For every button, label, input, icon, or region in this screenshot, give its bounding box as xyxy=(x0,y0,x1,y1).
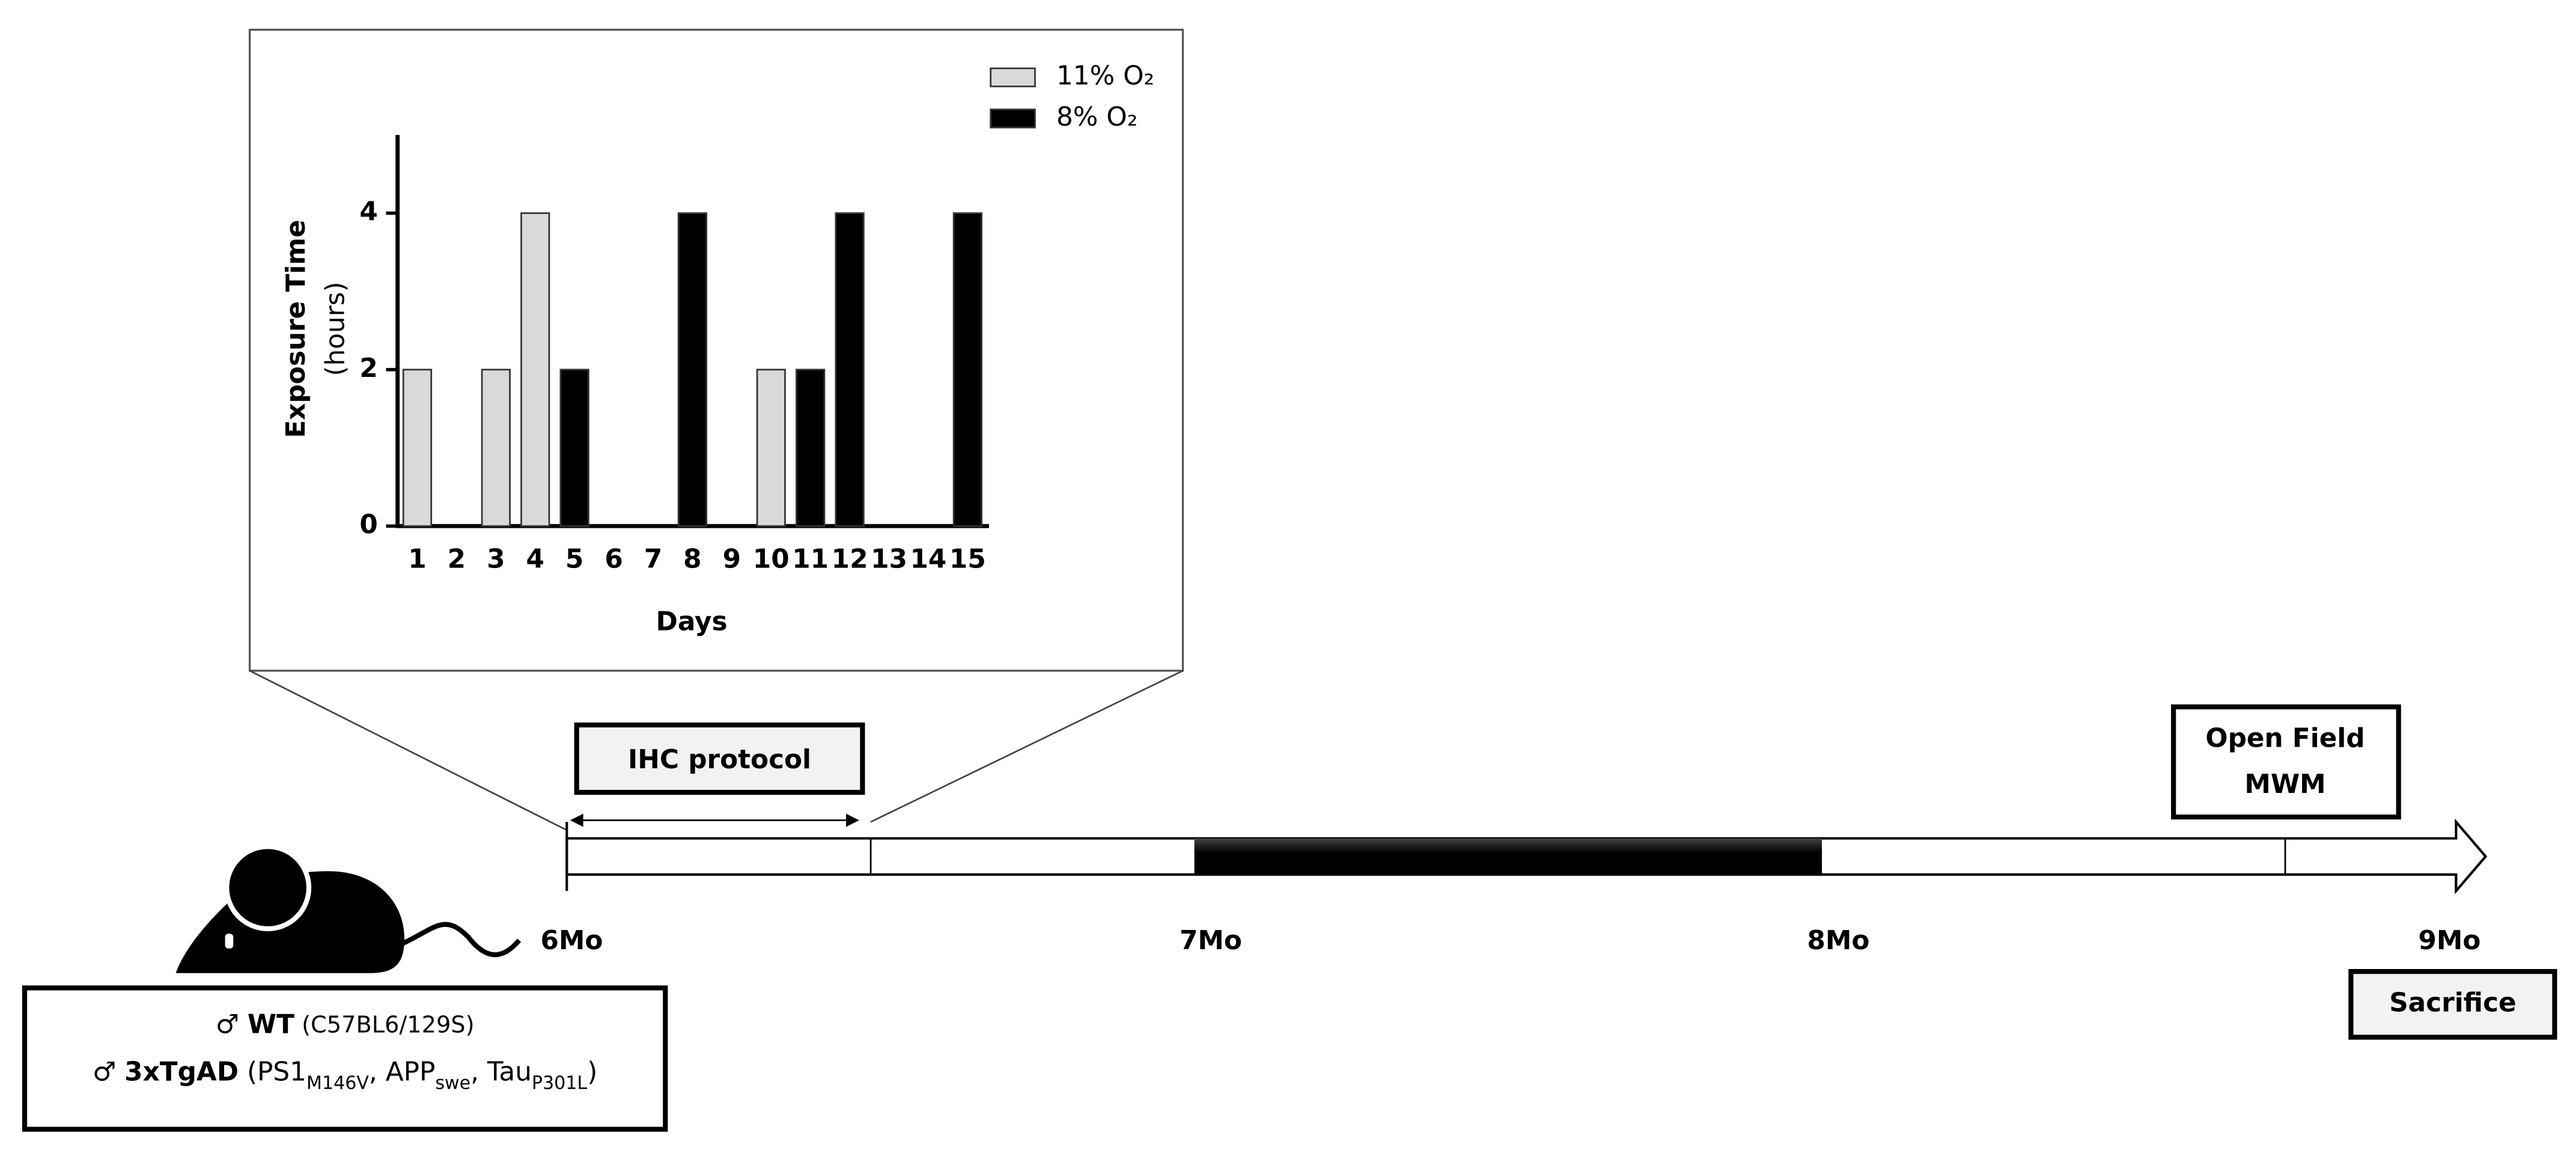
bar xyxy=(677,212,708,527)
bar xyxy=(481,368,511,527)
mouse-text: (C57BL6/129S) xyxy=(294,1011,475,1038)
mouse-line: ♂ 3xTgAD (PS1M146V, APPswe, TauP301L) xyxy=(93,1057,597,1094)
behavior-label: MWM xyxy=(2244,769,2325,800)
y-tick-label: 4 xyxy=(359,197,377,227)
ihc-box xyxy=(574,722,865,795)
x-tick-label: 2 xyxy=(448,544,466,575)
x-tick-label: 14 xyxy=(910,544,946,575)
x-tick-label: 12 xyxy=(832,544,868,575)
x-tick-label: 6 xyxy=(604,544,623,575)
mouse-line: ♂ WT (C57BL6/129S) xyxy=(216,1009,475,1039)
x-tick-label: 13 xyxy=(871,544,907,575)
bar xyxy=(520,212,550,527)
bar xyxy=(559,368,589,527)
sacrifice-box xyxy=(2348,968,2557,1040)
month-label: 8Mo xyxy=(1807,925,1869,956)
y-axis-label: Exposure Time xyxy=(281,219,311,438)
legend-label: 11% O₂ xyxy=(1056,61,1154,91)
mouse-text: P301L xyxy=(532,1073,588,1094)
mouse-text: swe xyxy=(435,1073,470,1094)
mouse-text: WT xyxy=(248,1009,294,1039)
y-tick-label: 2 xyxy=(359,353,377,384)
x-tick-label: 9 xyxy=(723,544,741,575)
x-tick-label: 3 xyxy=(487,544,505,575)
bar xyxy=(835,212,865,527)
y-tick-label: 0 xyxy=(359,509,377,540)
behavior-box xyxy=(2171,704,2401,820)
ihc-label: IHC protocol xyxy=(628,744,811,775)
x-tick-label: 4 xyxy=(526,544,544,575)
hypoxia-period xyxy=(1194,838,1822,875)
zoom-line xyxy=(870,670,1184,823)
month-label: 6Mo xyxy=(540,925,603,956)
legend-label: 8% O₂ xyxy=(1056,102,1137,132)
x-tick-label: 15 xyxy=(949,544,986,575)
legend-swatch xyxy=(990,67,1036,88)
x-tick-label: 5 xyxy=(565,544,583,575)
x-axis-label: Days xyxy=(656,606,728,637)
mouse-text: ♂ xyxy=(216,1009,248,1039)
x-tick-label: 8 xyxy=(683,544,701,575)
month-label: 7Mo xyxy=(1180,925,1242,956)
mouse-icon xyxy=(175,844,522,973)
zoom-line xyxy=(249,670,567,831)
x-tick-label: 7 xyxy=(644,544,662,575)
bar xyxy=(402,368,433,527)
inset-frame xyxy=(248,28,1184,672)
legend-swatch xyxy=(990,108,1036,129)
month-label: 9Mo xyxy=(2418,925,2480,956)
mouse-text: ♂ xyxy=(93,1057,124,1087)
y-axis-label: (hours) xyxy=(320,282,350,376)
bar xyxy=(952,212,982,527)
mouse-text: , APP xyxy=(369,1057,435,1087)
bar xyxy=(756,368,786,527)
x-tick-label: 10 xyxy=(753,544,790,575)
mouse-text: , Tau xyxy=(470,1057,532,1087)
mouse-text: M146V xyxy=(306,1073,369,1094)
sacrifice-label: Sacrifice xyxy=(2389,988,2517,1018)
bar xyxy=(796,368,826,527)
x-tick-label: 11 xyxy=(792,544,829,575)
mouse-text: ) xyxy=(587,1057,597,1087)
x-tick-label: 1 xyxy=(408,544,426,575)
behavior-label: Open Field xyxy=(2205,723,2364,754)
mouse-box xyxy=(22,985,668,1132)
mouse-text: 3xTgAD xyxy=(124,1057,239,1087)
mouse-text: (PS1 xyxy=(239,1057,306,1087)
